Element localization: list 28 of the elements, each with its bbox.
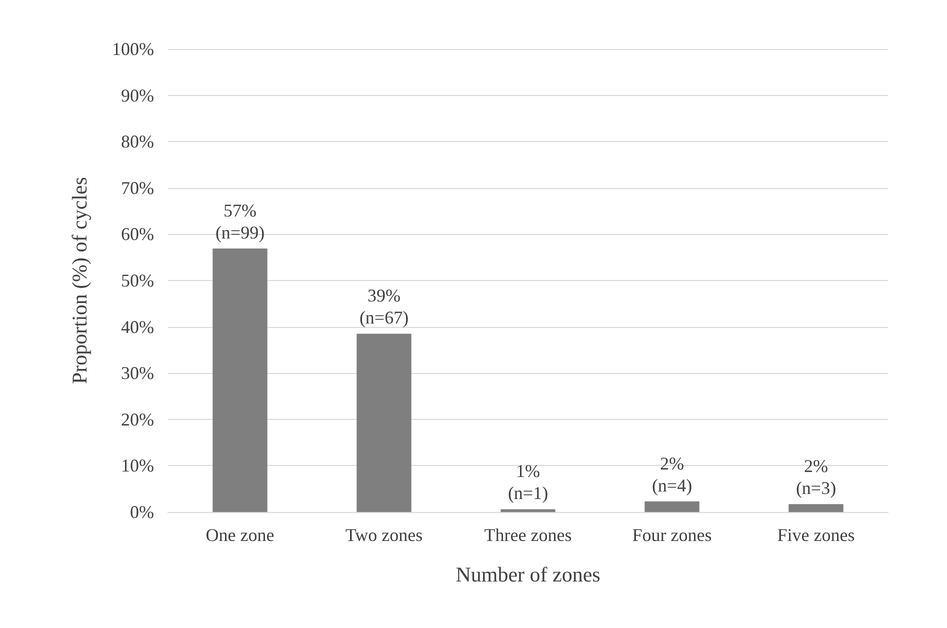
data-label: 2% (n=4) <box>652 453 692 496</box>
x-tick-label: Five zones <box>777 525 855 545</box>
y-tick-label: 20% <box>121 409 154 430</box>
data-label: 57% (n=99) <box>215 200 265 243</box>
bar <box>356 334 412 512</box>
data-label: 39% (n=67) <box>359 286 409 328</box>
y-tick-label: 40% <box>121 316 154 337</box>
y-tick-label: 80% <box>121 132 154 152</box>
data-label: 2% (n=3) <box>796 456 836 498</box>
x-tick-label: Two zones <box>345 525 423 545</box>
y-axis-title: Proportion (%) of cycles <box>68 176 92 384</box>
bar <box>212 248 268 512</box>
y-tick-label: 60% <box>121 224 154 244</box>
x-tick-label: One zone <box>206 525 274 545</box>
y-tick-label: 90% <box>121 85 154 106</box>
y-tick-label: 100% <box>112 39 154 59</box>
bar <box>500 509 556 512</box>
data-label: 1% (n=1) <box>508 461 548 504</box>
x-tick-label: Four zones <box>632 525 712 545</box>
y-tick-label: 10% <box>121 456 154 476</box>
y-tick-label: 0% <box>130 502 154 522</box>
bar <box>788 504 844 512</box>
y-tick-label: 50% <box>121 270 154 290</box>
x-axis-title: Number of zones <box>456 562 600 586</box>
bar <box>644 501 700 512</box>
y-tick-label: 30% <box>121 363 154 384</box>
x-tick-label: Three zones <box>484 525 572 545</box>
y-tick-label: 70% <box>121 178 154 198</box>
